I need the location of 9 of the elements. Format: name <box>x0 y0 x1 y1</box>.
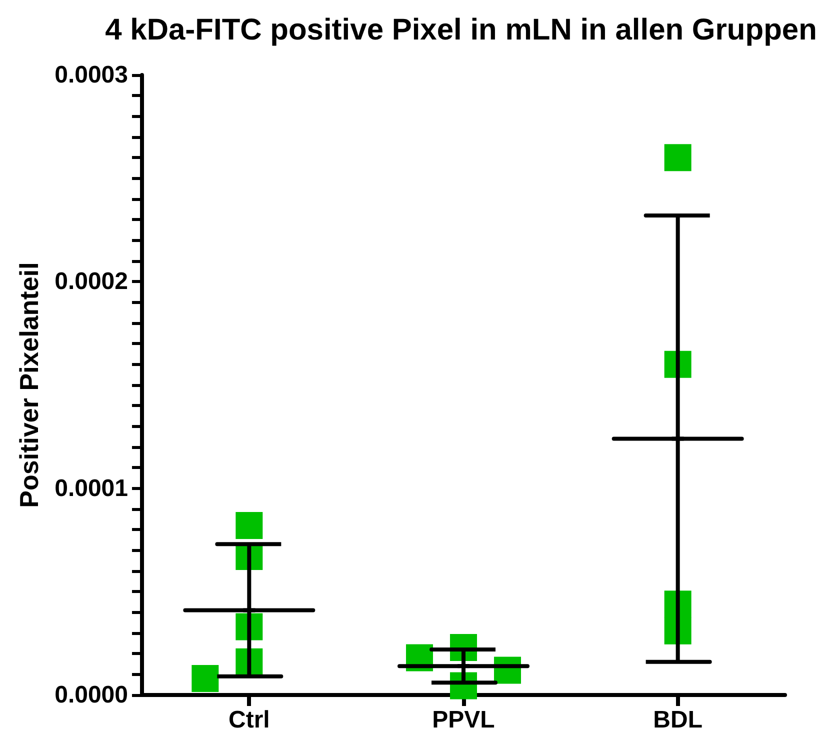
y-tick-label: 0.0003 <box>54 62 128 88</box>
y-axis-title: Positiver Pixelanteil <box>14 262 44 508</box>
x-tick-label: PPVL <box>432 706 495 734</box>
x-tick-label: BDL <box>653 706 702 734</box>
y-tick-label: 0.0002 <box>54 268 128 296</box>
y-tick-label: 0.0000 <box>54 682 128 708</box>
x-tick-label: Ctrl <box>228 706 270 734</box>
y-tick-label: 0.0001 <box>54 474 128 502</box>
chart-title: 4 kDa-FITC positive Pixel in mLN in allen Gruppen <box>105 14 817 46</box>
